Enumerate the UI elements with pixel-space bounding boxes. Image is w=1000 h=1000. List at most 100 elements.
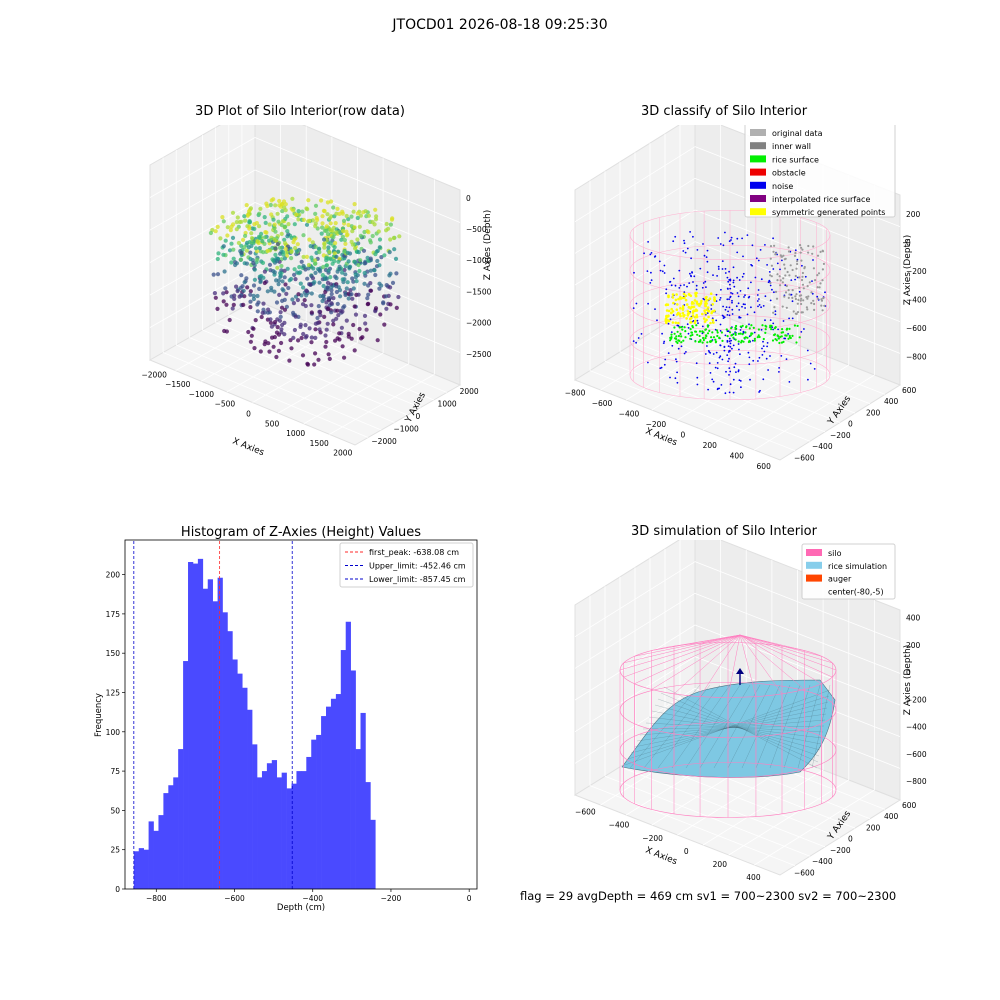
figure-title: JTOCD01 2026-08-18 09:25:30 bbox=[392, 17, 608, 33]
surface-mesh-line bbox=[657, 698, 820, 757]
raw-point bbox=[272, 270, 277, 275]
rice-surface-point bbox=[675, 337, 678, 340]
inner-wall-point bbox=[802, 287, 805, 290]
raw-point bbox=[368, 288, 374, 293]
noise-point bbox=[650, 252, 653, 254]
rice-surface-point bbox=[773, 333, 777, 336]
inner-wall-point bbox=[810, 302, 813, 305]
raw-point bbox=[324, 327, 329, 332]
raw-point bbox=[283, 241, 288, 246]
histogram-bar bbox=[321, 716, 327, 889]
raw-point bbox=[271, 197, 276, 202]
rice-surface-point bbox=[695, 324, 698, 327]
noise-point bbox=[728, 270, 730, 273]
raw-point bbox=[326, 245, 331, 250]
y-tick-label: 0 bbox=[115, 885, 120, 894]
raw-point bbox=[282, 332, 287, 337]
raw-point bbox=[331, 235, 336, 240]
noise-point bbox=[635, 341, 637, 344]
raw-point bbox=[309, 291, 314, 296]
raw-point bbox=[213, 295, 218, 300]
noise-point bbox=[687, 332, 690, 335]
raw-point bbox=[215, 256, 220, 262]
surface-mesh-line bbox=[654, 704, 821, 751]
histogram-bar bbox=[232, 659, 238, 889]
histogram-bar bbox=[281, 772, 287, 889]
noise-point bbox=[689, 272, 691, 275]
noise-point bbox=[769, 284, 772, 287]
rice-surface-point bbox=[696, 333, 699, 336]
symmetric-point bbox=[704, 311, 707, 315]
raw-point bbox=[243, 218, 248, 223]
raw-point bbox=[215, 306, 220, 311]
noise-point bbox=[732, 391, 735, 394]
raw-x-tick-label: −1000 bbox=[189, 390, 215, 399]
raw-x-tick-label: 1000 bbox=[286, 429, 305, 438]
noise-point bbox=[778, 367, 780, 369]
raw-point bbox=[358, 213, 363, 218]
rice-surface-point bbox=[765, 325, 768, 328]
simulation-y-tick-label: 0 bbox=[848, 835, 853, 844]
raw-point bbox=[318, 269, 323, 274]
noise-point bbox=[659, 367, 662, 370]
raw-point bbox=[339, 237, 344, 242]
noise-point bbox=[736, 251, 739, 254]
noise-point bbox=[716, 275, 718, 277]
raw-point bbox=[320, 298, 325, 304]
rice-surface-point bbox=[748, 327, 751, 330]
noise-point bbox=[772, 328, 774, 331]
raw-point bbox=[320, 214, 325, 219]
rice-surface-point bbox=[757, 334, 760, 337]
raw-point bbox=[384, 221, 389, 227]
symmetric-point bbox=[670, 311, 673, 315]
inner-wall-point bbox=[821, 279, 824, 282]
noise-point bbox=[719, 344, 722, 346]
noise-point bbox=[728, 337, 731, 340]
raw-point bbox=[271, 217, 276, 222]
surface-mesh-line bbox=[648, 716, 823, 739]
grid-line bbox=[754, 374, 875, 451]
simulation-y-tick-label: 600 bbox=[902, 801, 917, 810]
grid-line bbox=[574, 592, 696, 669]
histogram-bar bbox=[242, 687, 248, 889]
noise-point bbox=[756, 294, 759, 296]
symmetric-point bbox=[693, 321, 697, 325]
noise-point bbox=[742, 330, 745, 333]
raw-point bbox=[264, 230, 269, 235]
raw-point bbox=[322, 228, 327, 233]
rice-surface-point bbox=[726, 335, 729, 338]
symmetric-point bbox=[686, 312, 690, 316]
legend-label: interpolated rice surface bbox=[772, 195, 870, 204]
raw-point bbox=[324, 300, 329, 305]
raw-point bbox=[335, 336, 340, 341]
raw-point bbox=[279, 340, 284, 346]
noise-point bbox=[757, 305, 759, 308]
histogram-bar bbox=[138, 848, 144, 889]
raw-point bbox=[244, 248, 249, 253]
noise-point bbox=[747, 351, 750, 354]
histogram-bar bbox=[301, 771, 307, 889]
rice-surface-point bbox=[789, 336, 792, 340]
noise-point bbox=[765, 357, 768, 360]
rice-surface-point bbox=[712, 336, 716, 339]
noise-point bbox=[729, 346, 732, 348]
noise-point bbox=[744, 307, 746, 309]
raw-point bbox=[227, 317, 232, 323]
raw-point bbox=[298, 281, 303, 286]
histogram-bar bbox=[192, 563, 199, 889]
noise-point bbox=[727, 360, 729, 363]
raw-point bbox=[265, 289, 270, 294]
y-tick-label: 50 bbox=[110, 806, 120, 815]
raw-point bbox=[281, 252, 286, 257]
noise-point bbox=[650, 271, 652, 274]
grid-line bbox=[303, 363, 409, 425]
raw-point bbox=[296, 338, 301, 343]
raw-point bbox=[244, 261, 249, 266]
noise-point bbox=[649, 282, 652, 284]
raw-point bbox=[236, 240, 241, 246]
symmetric-point bbox=[671, 321, 675, 324]
raw-point bbox=[297, 265, 302, 270]
grid-line bbox=[634, 342, 841, 423]
symmetric-point bbox=[708, 297, 712, 300]
